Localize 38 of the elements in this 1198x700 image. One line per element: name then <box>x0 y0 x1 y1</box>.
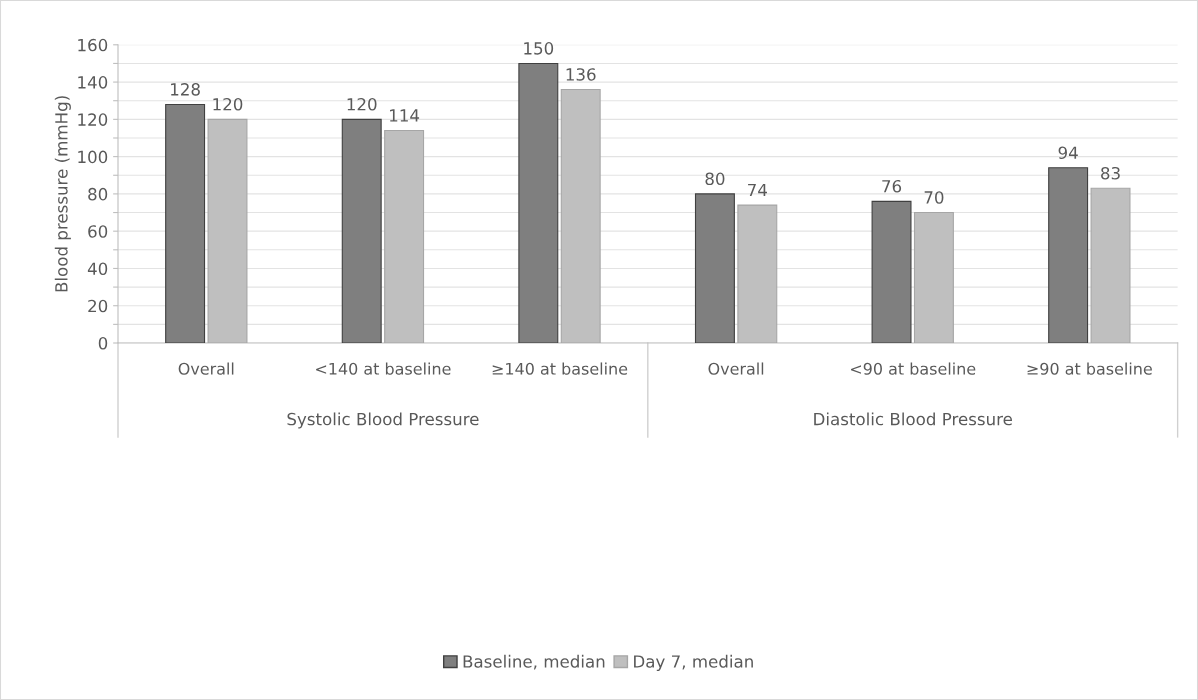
y-tick-label: 40 <box>87 262 108 276</box>
bar <box>341 118 382 343</box>
data-label: 120 <box>347 97 377 111</box>
x-tick-label: Overall <box>178 362 234 375</box>
text: Diastolic Blood Pressure <box>814 412 1012 426</box>
data-label: 83 <box>1101 166 1120 180</box>
x-tick-label: ≥140 at baseline <box>492 362 628 375</box>
y-tick-label: 140 <box>78 76 108 89</box>
data-label: 74 <box>748 183 767 197</box>
data-label: 76 <box>882 179 902 193</box>
y-tick-label: 120 <box>78 113 108 126</box>
y-tick-label: 100 <box>78 150 108 164</box>
bar <box>871 200 912 343</box>
bar <box>165 103 206 343</box>
data-label: 150 <box>524 42 554 55</box>
data-label: 120 <box>213 97 243 111</box>
data-label: 80 <box>705 172 725 186</box>
x-tick-label: Overall <box>708 362 764 375</box>
bar <box>694 193 735 343</box>
legend-label: Day 7, median <box>634 654 753 671</box>
legend-label: Baseline, median <box>463 654 605 670</box>
data-label: 128 <box>171 83 200 96</box>
y-tick-label: 80 <box>88 187 108 201</box>
x-tick-label: <140 at baseline <box>316 362 451 375</box>
text: Systolic Blood Pressure <box>287 412 479 429</box>
y-tick-label: 20 <box>88 299 108 313</box>
y-tick-label: 0 <box>98 336 108 350</box>
y-axis-title: Blood pressure (mmHg) <box>54 96 71 292</box>
bar <box>518 62 559 343</box>
data-label: 70 <box>924 191 944 204</box>
data-label: 114 <box>390 109 420 122</box>
data-label: 94 <box>1058 146 1078 160</box>
y-tick-label: 60 <box>88 225 108 238</box>
data-label: 136 <box>566 68 596 81</box>
x-tick-label: ≥90 at baseline <box>1027 362 1152 375</box>
bar <box>1048 167 1089 343</box>
y-tick-label: 160 <box>78 38 108 52</box>
x-tick-label: <90 at baseline <box>851 362 976 375</box>
